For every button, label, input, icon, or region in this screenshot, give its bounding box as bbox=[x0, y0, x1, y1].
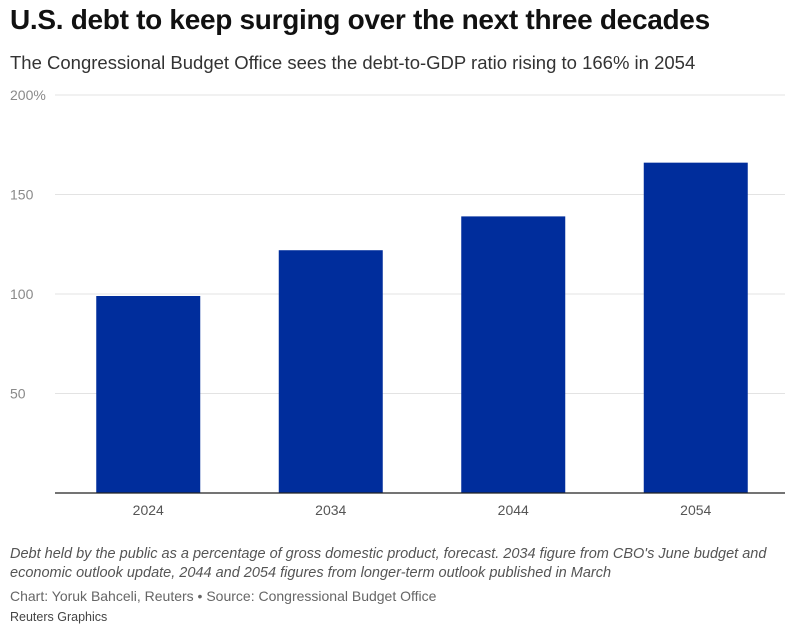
y-tick-label: 200% bbox=[10, 87, 46, 103]
axes: 200% 150 100 50 2024 2034 2044 2054 bbox=[10, 87, 785, 518]
x-tick-label: 2054 bbox=[680, 502, 711, 518]
bar-2024 bbox=[96, 295, 201, 493]
y-tick-label: 50 bbox=[10, 386, 26, 402]
bar-2054 bbox=[643, 162, 748, 493]
chart-note: Debt held by the public as a percentage … bbox=[10, 546, 767, 581]
x-tick-label: 2024 bbox=[133, 502, 164, 518]
brand-label: Reuters Graphics bbox=[10, 610, 108, 624]
x-tick-label: 2044 bbox=[498, 502, 529, 518]
y-tick-label: 100 bbox=[10, 286, 34, 302]
x-tick-label: 2034 bbox=[315, 502, 346, 518]
bar-2034 bbox=[278, 250, 383, 493]
bar-2044 bbox=[461, 216, 566, 493]
bars bbox=[96, 162, 748, 493]
chart-title: U.S. debt to keep surging over the next … bbox=[10, 4, 710, 35]
chart-credit: Chart: Yoruk Bahceli, Reuters • Source: … bbox=[10, 588, 437, 604]
bar-chart: 200% 150 100 50 2024 2034 2044 2054 bbox=[10, 87, 785, 518]
chart-subtitle: The Congressional Budget Office sees the… bbox=[10, 52, 696, 73]
y-tick-label: 150 bbox=[10, 187, 34, 203]
